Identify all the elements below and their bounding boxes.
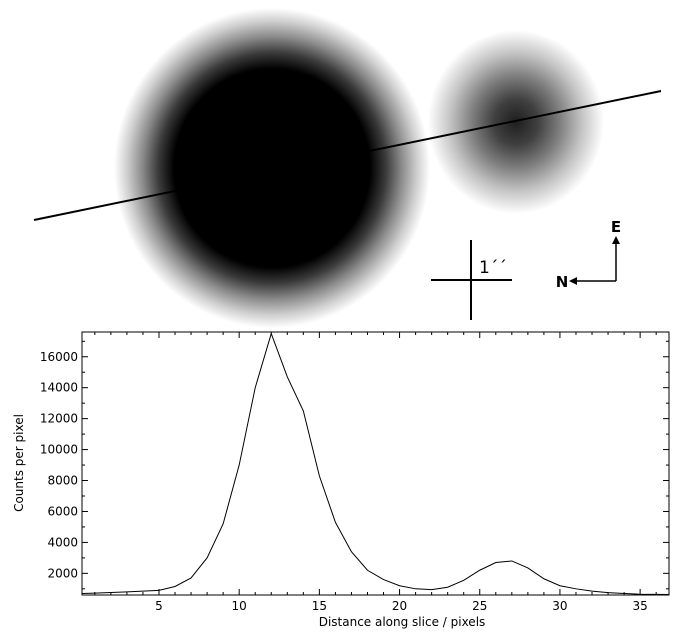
x-tick-label: 10 <box>232 599 247 613</box>
x-tick-label: 30 <box>552 599 567 613</box>
slice-line <box>33 90 662 221</box>
x-tick-label: 20 <box>392 599 407 613</box>
y-axis-ticks: 2000 4000 6000 8000 10000 12000 14000 16000 <box>40 340 669 590</box>
compass-north-label: N <box>556 273 569 291</box>
x-axis-label: Distance along slice / pixels <box>319 615 486 629</box>
y-tick-label: 12000 <box>40 412 78 426</box>
y-tick-label: 16000 <box>40 350 78 364</box>
y-tick-label: 14000 <box>40 381 78 395</box>
y-tick-label: 10000 <box>40 443 78 457</box>
scale-bar: 1´´ <box>431 240 512 320</box>
y-tick-label: 8000 <box>47 474 78 488</box>
x-tick-label: 5 <box>155 599 163 613</box>
series-line <box>81 331 670 596</box>
primary-source-blob <box>114 8 430 328</box>
compass: E N <box>556 218 621 291</box>
y-tick-label: 2000 <box>47 566 78 580</box>
image-panel: 1´´ E N <box>33 8 662 328</box>
y-axis-label: Counts per pixel <box>12 414 26 512</box>
x-tick-label: 15 <box>312 599 327 613</box>
east-arrowhead-icon <box>612 236 620 244</box>
y-tick-label: 6000 <box>47 504 78 518</box>
x-axis-ticks: 5 10 15 20 25 30 35 <box>94 332 657 613</box>
x-tick-label: 35 <box>632 599 647 613</box>
x-tick-label: 25 <box>472 599 487 613</box>
y-tick-label: 4000 <box>47 535 78 549</box>
secondary-source-blob <box>428 30 604 214</box>
scale-bar-label: 1´´ <box>479 258 507 278</box>
compass-east-label: E <box>611 218 621 236</box>
north-arrowhead-icon <box>569 277 577 285</box>
chart: 2000 4000 6000 8000 10000 12000 14000 16000 5 10… <box>12 331 670 629</box>
chart-plot-area <box>81 331 670 596</box>
